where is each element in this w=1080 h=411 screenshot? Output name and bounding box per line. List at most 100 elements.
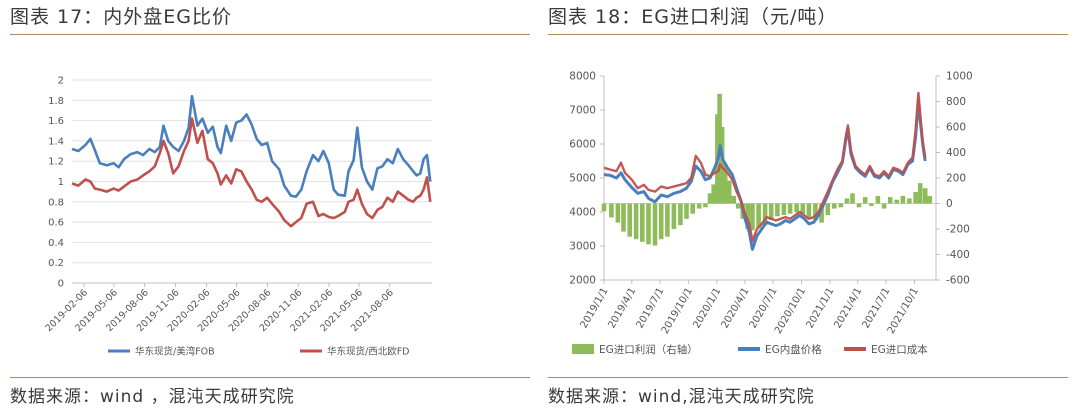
- profit-bar: [665, 203, 670, 237]
- x-tick-label: 2020/1/1: [691, 286, 723, 330]
- y-left-tick-label: 2000: [569, 275, 596, 287]
- ratio-line-chart: 00.20.40.60.811.21.41.61.822019-02-06201…: [43, 76, 432, 358]
- x-tick-label: 2020/4/1: [720, 286, 752, 330]
- x-tick-label: 2019/7/1: [635, 286, 667, 330]
- profit-bar: [745, 203, 750, 229]
- right-chart-title: 图表 18：EG进口利润（元/吨）: [548, 6, 838, 28]
- left-chart-title: 图表 17：内外盘EG比价: [10, 6, 232, 28]
- legend-label: 华东现货/西北欧FD: [327, 346, 409, 358]
- y-right-tick-label: 200: [946, 173, 966, 185]
- y-right-tick-label: 1000: [946, 71, 973, 83]
- right-source-rule: [548, 377, 1068, 378]
- profit-bar: [684, 203, 689, 219]
- y-right-tick-label: 600: [946, 122, 966, 134]
- profit-bar: [658, 203, 664, 240]
- profit-bar: [917, 183, 923, 204]
- profit-bar: [819, 203, 824, 223]
- profit-bar: [703, 203, 708, 208]
- y-tick-label: 1: [58, 177, 64, 188]
- y-tick-label: 1.2: [48, 157, 64, 168]
- profit-bar: [722, 165, 728, 204]
- profit-bar: [862, 197, 868, 204]
- profit-bar: [856, 203, 862, 208]
- profit-bar: [707, 193, 713, 204]
- right-title-rule: [548, 34, 1068, 35]
- y-tick-label: 1.6: [48, 116, 64, 127]
- y-tick-label: 0.4: [48, 238, 64, 249]
- series-line-import-cost: [603, 91, 927, 243]
- y-left-tick-label: 8000: [569, 71, 596, 83]
- profit-bar: [927, 195, 933, 204]
- profit-bar: [756, 203, 761, 228]
- y-right-tick-label: 800: [946, 96, 966, 108]
- series-line-nw-europe: [71, 117, 432, 228]
- profit-bar: [671, 203, 677, 229]
- y-left-tick-label: 4000: [569, 207, 596, 219]
- y-left-tick-label: 6000: [569, 139, 596, 151]
- profit-bar: [881, 203, 887, 209]
- profit-bar: [800, 203, 806, 214]
- y-left-tick-label: 5000: [569, 173, 596, 185]
- import-profit-chart: 2000300040005000600070008000-600-400-200…: [569, 71, 973, 357]
- y-tick-label: 1.8: [48, 96, 64, 107]
- x-tick-label: 2021/7/1: [861, 286, 893, 330]
- x-tick-label: 2019/1/1: [579, 286, 611, 330]
- profit-bar: [690, 203, 695, 214]
- profit-bar: [640, 203, 645, 242]
- left-chart-source: 数据来源：wind ，混沌天成研究院: [10, 387, 295, 407]
- y-tick-label: 0: [58, 279, 64, 290]
- profit-bar: [806, 203, 812, 218]
- profit-bar: [838, 203, 844, 208]
- profit-bar: [646, 203, 651, 245]
- profit-bar: [787, 203, 793, 214]
- y-right-tick-label: -600: [946, 275, 970, 287]
- profit-bar: [621, 203, 626, 232]
- legend-label: 华东现货/美湾FOB: [135, 346, 215, 358]
- y-right-tick-label: 400: [946, 147, 966, 159]
- profit-bar: [627, 203, 632, 237]
- legend-swatch: [572, 344, 594, 354]
- x-tick-label: 2021/4/1: [832, 286, 864, 330]
- x-tick-label: 2021/1/1: [805, 286, 837, 330]
- profit-bar: [887, 197, 893, 204]
- y-right-tick-label: -400: [946, 249, 970, 261]
- profit-bar: [711, 184, 716, 204]
- profit-bar: [844, 198, 850, 204]
- profit-bar: [907, 198, 912, 204]
- profit-bar: [615, 203, 621, 223]
- profit-bar: [825, 203, 831, 215]
- y-tick-label: 2: [58, 76, 64, 87]
- y-right-tick-label: 0: [946, 198, 953, 210]
- profit-bar: [652, 203, 658, 246]
- left-chart-panel: 图表 17：内外盘EG比价 0 0.2 0.4 0.6 0.8 1 1.2 1.4 1.6 1.8…: [10, 0, 530, 411]
- profit-bar: [922, 188, 928, 204]
- y-tick-label: 0.6: [48, 218, 64, 229]
- y-left-tick-label: 3000: [569, 241, 596, 253]
- legend-label: EG内盘价格: [765, 343, 822, 356]
- legend-label: EG进口成本: [871, 343, 928, 356]
- profit-bar: [762, 203, 768, 226]
- profit-bar: [731, 195, 737, 204]
- left-title-rule: [10, 34, 530, 35]
- right-chart-source: 数据来源：wind,混沌天成研究院: [548, 387, 815, 407]
- profit-bar: [832, 203, 837, 209]
- y-tick-label: 0.2: [48, 258, 64, 269]
- x-tick-label: 2019/4/1: [606, 286, 638, 330]
- profit-bar: [750, 203, 755, 231]
- profit-bar: [900, 195, 906, 204]
- profit-bar: [726, 180, 732, 204]
- y-right-tick-label: -200: [946, 224, 970, 236]
- right-chart-panel: 图表 18：EG进口利润（元/吨） 2000 3000 4000 5000 6000 70…: [548, 0, 1068, 411]
- legend-label: EG进口利润（右轴）: [599, 343, 698, 356]
- profit-bar: [775, 203, 780, 217]
- profit-bar: [875, 195, 881, 204]
- profit-bar: [696, 203, 702, 209]
- profit-bar: [913, 192, 918, 204]
- x-tick-label: 2020/7/1: [748, 286, 780, 330]
- y-tick-label: 1.4: [48, 136, 64, 147]
- profit-bar: [794, 203, 799, 213]
- series-line-us-gulf: [71, 94, 432, 198]
- profit-bar: [633, 203, 639, 240]
- y-tick-label: 0.8: [48, 197, 64, 208]
- profit-bar: [609, 203, 614, 218]
